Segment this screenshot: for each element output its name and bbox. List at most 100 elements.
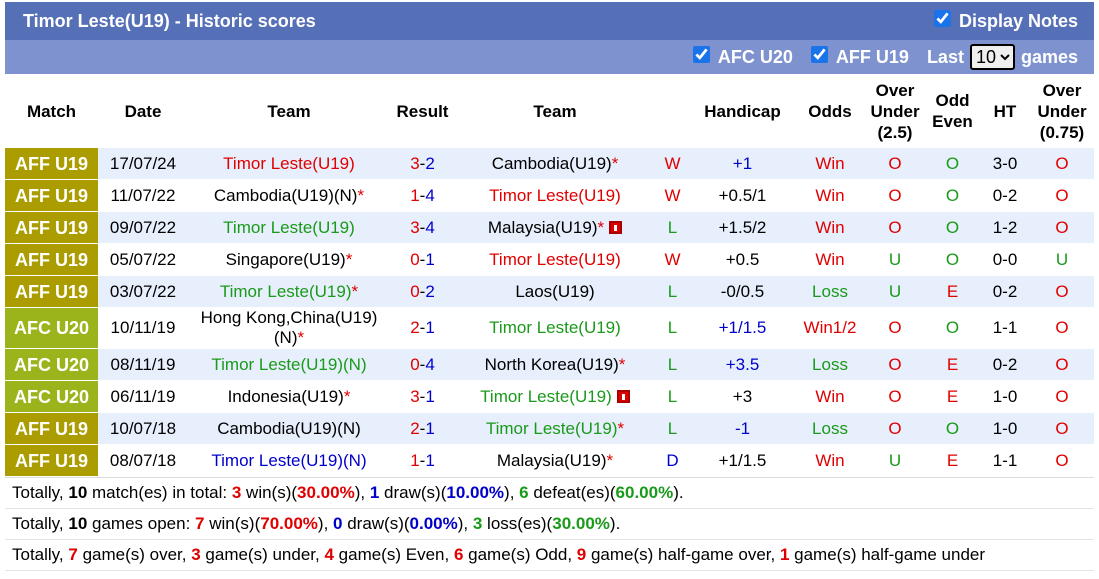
away-score: 4 xyxy=(425,217,435,237)
display-notes[interactable]: Display Notes xyxy=(933,9,1078,33)
home-team-cell: Singapore(U19)* xyxy=(188,243,390,276)
column-header: Odds xyxy=(795,74,865,148)
summary-text: game(s) under, xyxy=(200,545,325,564)
match-row: AFF U19 11/07/22 Cambodia(U19)(N)* 1-4 Timor… xyxy=(5,179,1094,212)
date: 10/07/18 xyxy=(109,418,177,438)
away-score: 1 xyxy=(425,386,435,406)
result-dash: - xyxy=(419,318,426,337)
summary-text: game(s) over, xyxy=(77,545,192,564)
match-row: AFF U19 10/07/18 Cambodia(U19)(N) 2-1 Timor … xyxy=(5,412,1094,445)
summary-text: 30.00% xyxy=(552,514,610,533)
match-cell: AFF U19 xyxy=(5,211,98,244)
handicap: +1/1.5 xyxy=(718,450,767,470)
summary-text: 7 xyxy=(68,545,78,564)
summary-text: Totally, xyxy=(12,483,69,502)
result-dash: - xyxy=(419,386,426,406)
away-team-cell: North Korea(U19)* xyxy=(455,348,655,381)
home-team: Cambodia(U19)(N) xyxy=(213,185,358,205)
result-cell: 1-1 xyxy=(390,444,455,477)
home-score: 1 xyxy=(410,450,420,470)
column-header: Handicap xyxy=(690,74,795,148)
home-team-cell: Timor Leste(U19) xyxy=(188,148,390,180)
date: 08/07/18 xyxy=(109,450,177,470)
column-header: Date xyxy=(98,74,188,148)
match: AFC U20 xyxy=(13,386,89,407)
away-team: Cambodia(U19) xyxy=(491,153,612,173)
summary-text: 0.00% xyxy=(409,514,458,533)
outcome-cell: L xyxy=(655,307,690,349)
home-score: 1 xyxy=(410,185,420,205)
handicap-cell: -1 xyxy=(690,412,795,445)
summary-text: ). xyxy=(673,483,684,502)
home-score: 0 xyxy=(410,354,420,374)
date: 11/07/22 xyxy=(110,185,176,205)
odd-even: O xyxy=(945,185,960,205)
over-under-half: O xyxy=(1055,386,1069,406)
outcome: W xyxy=(664,185,681,205)
summary-line: Totally, 10 games open: 7 win(s)(70.00%)… xyxy=(5,509,1094,540)
away-mark: * xyxy=(617,418,625,438)
half-time-cell: 0-2 xyxy=(980,348,1030,381)
filter-checkbox[interactable] xyxy=(810,45,828,63)
filter[interactable]: AFC U20 xyxy=(692,45,793,69)
home-team: Timor Leste(U19)(N) xyxy=(211,354,367,374)
date-cell: 11/07/22 xyxy=(98,179,188,212)
summary-text: 10.00% xyxy=(446,483,505,502)
odds: Win1/2 xyxy=(803,318,857,337)
match-cell: AFF U19 xyxy=(5,275,98,308)
date: 10/11/19 xyxy=(110,318,176,337)
home-mark: * xyxy=(343,386,351,406)
home-mark: * xyxy=(345,249,353,269)
half-time: 0-0 xyxy=(992,249,1018,269)
title-bar: Timor Leste(U19) - Historic scores Displ… xyxy=(5,2,1094,40)
red-card-icon xyxy=(609,220,623,234)
handicap: -1 xyxy=(734,418,751,438)
over-under-half: O xyxy=(1055,281,1069,301)
odds-cell: Loss xyxy=(795,348,865,381)
filter[interactable]: AFF U19 xyxy=(810,45,909,69)
header-row: Match Date Team Result Team Handicap Odds Over … xyxy=(5,74,1094,148)
away-mark: * xyxy=(597,217,605,237)
summary-text: 3 xyxy=(231,483,242,502)
display-notes-checkbox[interactable] xyxy=(933,9,951,27)
summary-text: ), xyxy=(354,483,370,502)
match-row: AFF U19 03/07/22 Timor Leste(U19)* 0-2 Laos(… xyxy=(5,275,1094,308)
date: 09/07/22 xyxy=(109,217,177,237)
filter-checkbox[interactable] xyxy=(692,45,710,63)
odd-even: O xyxy=(945,249,960,269)
away-team-cell: Cambodia(U19)* xyxy=(455,148,655,180)
result-dash: - xyxy=(419,185,426,205)
match: AFF U19 xyxy=(14,249,88,270)
home-score: 2 xyxy=(410,418,420,438)
over-under: O xyxy=(888,153,902,173)
outcome-cell: L xyxy=(655,211,690,244)
home-mark: * xyxy=(357,185,365,205)
column-header: Team xyxy=(188,74,390,148)
home-team-cell: Timor Leste(U19)(N) xyxy=(188,348,390,381)
outcome-cell: L xyxy=(655,380,690,413)
match: AFF U19 xyxy=(14,217,88,238)
games-label: games xyxy=(1020,46,1078,67)
away-team: Timor Leste(U19) xyxy=(489,249,621,269)
away-mark: * xyxy=(618,354,626,374)
over-under-half: U xyxy=(1055,249,1069,269)
over-under-half: O xyxy=(1055,185,1069,205)
over-under: O xyxy=(888,386,902,406)
over-under: O xyxy=(888,185,902,205)
games-select[interactable]: 10 xyxy=(969,44,1015,70)
outcome-cell: W xyxy=(655,179,690,212)
away-team: Timor Leste(U19) xyxy=(480,386,612,406)
away-team-cell: Timor Leste(U19) xyxy=(455,380,655,413)
home-team-cell: Cambodia(U19)(N) xyxy=(188,412,390,445)
over-under: U xyxy=(888,249,902,269)
odds-cell: Win1/2 xyxy=(795,307,865,349)
home-score: 2 xyxy=(410,318,420,337)
over-under: O xyxy=(888,217,902,237)
handicap-cell: +3 xyxy=(690,380,795,413)
date: 06/11/19 xyxy=(110,386,176,406)
half-time-cell: 1-2 xyxy=(980,211,1030,244)
over-under: O xyxy=(888,418,902,438)
half-time: 0-2 xyxy=(992,281,1018,301)
half-time: 1-2 xyxy=(992,217,1018,237)
